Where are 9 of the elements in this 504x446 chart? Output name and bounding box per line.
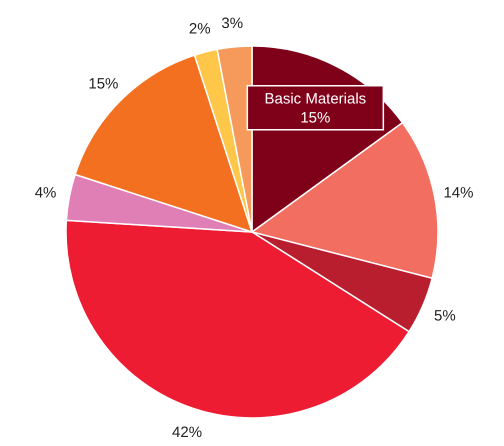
data-label: 4% <box>34 184 56 202</box>
data-label: 3% <box>221 14 244 32</box>
data-label: 2% <box>188 20 211 38</box>
data-label: 15% <box>300 110 330 127</box>
data-label: 42% <box>172 424 202 441</box>
slice-label: Basic Materials <box>264 90 366 108</box>
data-label: 5% <box>434 307 456 324</box>
data-label: 15% <box>88 75 118 92</box>
data-label: 14% <box>443 184 474 202</box>
